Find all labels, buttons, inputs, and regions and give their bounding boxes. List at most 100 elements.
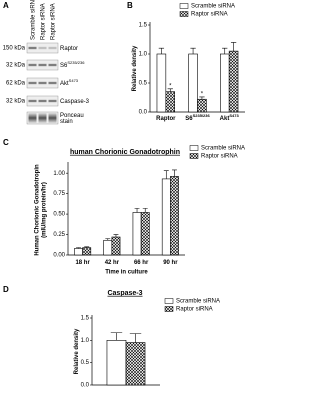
y-axis-label: Human Chorionic Gonadotropin(mIU/mg prot… (34, 164, 47, 256)
protein-superscript: S473 (69, 78, 79, 83)
blot-band (38, 46, 47, 50)
blot-band (28, 81, 37, 85)
kda-label: 150 kDa (3, 46, 26, 52)
bar (220, 53, 230, 113)
error-bar (76, 247, 81, 249)
bar (197, 98, 207, 113)
panel-letter: A (3, 1, 9, 10)
figure: A Scramble siRNA Raptor siRNA Raptor siRNA… (3, 0, 245, 389)
blot-band (38, 99, 47, 103)
x-tick-label: AktS473 (220, 113, 240, 122)
category-name: Akt (220, 116, 230, 122)
protein-label: Ponceau (60, 113, 84, 119)
error-bar (167, 88, 173, 92)
x-tick-label: 42 hr (105, 260, 120, 266)
category-superscript: S235/236 (193, 113, 211, 118)
blot-band (28, 113, 37, 123)
bar (140, 212, 150, 256)
kda-label: 32 kDa (6, 63, 26, 69)
category-name: S6 (185, 116, 193, 122)
bar (161, 178, 171, 256)
bar (111, 236, 121, 256)
chart-title: Caspase-3 (107, 290, 142, 297)
y-tick-label: 1.0 (139, 52, 148, 58)
y-tick-label: 0.75 (53, 191, 65, 197)
y-tick-label: 1.5 (81, 316, 90, 322)
blot-band (28, 46, 37, 50)
bar (106, 340, 127, 386)
legend-swatch (189, 153, 199, 159)
protein-name: S6 (60, 63, 68, 69)
y-axis-label-line: Relative density (74, 328, 80, 374)
kda-label: 32 kDa (6, 99, 26, 105)
significance-mark: * (201, 91, 204, 97)
y-tick-label: 0.50 (53, 212, 65, 218)
category-name: 18 hr (75, 260, 90, 266)
panel-letter: D (3, 285, 9, 294)
legend-swatch (164, 306, 174, 312)
chart-title: human Chorionic Gonadotrophin (70, 149, 180, 156)
protein-label: AktS473 (60, 78, 79, 87)
error-bar (230, 42, 237, 52)
blot-band (48, 46, 57, 50)
x-tick-label: 18 hr (75, 260, 90, 266)
y-tick-label: 0.25 (53, 232, 65, 238)
panel-letter: C (3, 138, 9, 147)
error-bar (199, 96, 205, 100)
category-name: 90 hr (163, 260, 178, 266)
x-tick-label: 90 hr (163, 260, 178, 266)
bar (74, 248, 83, 256)
y-tick-label: 1.00 (53, 171, 65, 177)
blot-band (48, 63, 57, 67)
bar (156, 53, 167, 113)
protein-name: stain (60, 119, 73, 125)
lane-label: Raptor siRNA (41, 3, 47, 40)
y-tick-label: 0.0 (81, 383, 90, 389)
y-tick-label: 0.0 (139, 110, 148, 116)
blot-band (38, 81, 47, 85)
legend-swatch (164, 298, 174, 304)
y-tick-label: 0.5 (139, 81, 148, 87)
protein-name: Caspase-3 (60, 99, 90, 105)
error-bar (134, 208, 140, 213)
error-bar (105, 238, 111, 241)
blot-band (48, 113, 57, 123)
x-axis-label: Time in culture (105, 270, 148, 276)
legend-swatch (179, 11, 189, 17)
error-bar (142, 208, 148, 213)
error-bar (158, 47, 165, 54)
y-axis-label: Relative density (132, 45, 138, 91)
legend-label: Raptor siRNA (191, 12, 228, 18)
legend-swatch (189, 145, 199, 151)
legend-swatch (179, 3, 189, 9)
protein-name: Ponceau (60, 113, 84, 119)
protein-name: Raptor (60, 46, 78, 52)
blot-band (48, 81, 57, 85)
blot-band (48, 99, 57, 103)
y-axis-label-line: Human Chorionic Gonadotropin (34, 164, 40, 256)
y-axis-label-line: (mIU/mg protein/hr) (41, 182, 47, 238)
category-name: 66 hr (134, 260, 149, 266)
bar (165, 91, 175, 113)
significance-mark: * (169, 83, 172, 89)
error-bar (222, 47, 228, 54)
error-bar (113, 234, 119, 237)
lane-label: Scramble siRNA (31, 0, 37, 40)
y-tick-label: 0.5 (81, 360, 90, 366)
error-bar (129, 333, 142, 343)
blot-band (38, 113, 47, 123)
blot-band (28, 63, 37, 67)
blot-band (28, 99, 37, 103)
y-axis-label-line: Relative density (132, 45, 138, 91)
legend-label: Scramble siRNA (176, 299, 220, 305)
blot-band (38, 63, 47, 67)
y-axis-label: Relative density (74, 328, 80, 374)
legend-label: Raptor siRNA (201, 154, 238, 160)
y-tick-label: 0.00 (53, 253, 65, 259)
bar (103, 239, 113, 256)
protein-superscript: S235/236 (67, 60, 85, 65)
legend-label: Scramble siRNA (191, 4, 235, 10)
legend-label: Scramble siRNA (201, 146, 245, 152)
error-bar (172, 169, 177, 177)
